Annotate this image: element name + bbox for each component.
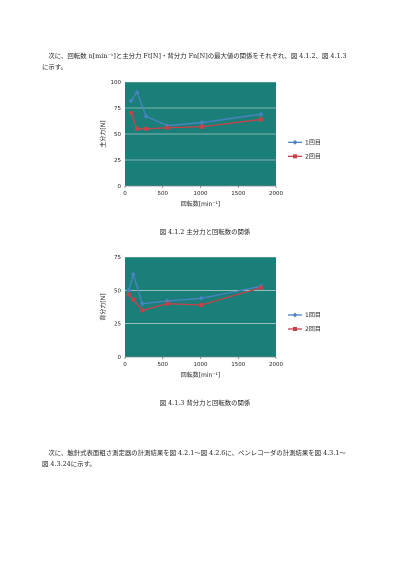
- chart2-series-2-point: [258, 285, 263, 290]
- chart2-ytick-label: 50: [114, 288, 121, 294]
- chart1-series-2-point: [165, 125, 170, 130]
- chart1-series-2-point: [129, 111, 134, 116]
- chart1-ytick-label: 100: [111, 80, 122, 86]
- chart2-series-1-point: [126, 287, 132, 293]
- chart1-ytick-label: 0: [118, 184, 122, 190]
- chart2-legend-label: 1回目: [305, 312, 321, 319]
- chart1-series-2-point: [200, 124, 205, 129]
- intro-line-1: 次に、回転数 n[min⁻¹]と主分力 Ft[N]・背分力 Fn[N]の最大値の…: [42, 52, 347, 60]
- chart1-xtick-label: 1500: [231, 191, 245, 197]
- chart2-legend-marker: [292, 312, 298, 318]
- chart1-legend-marker: [293, 154, 297, 159]
- intro-line-2: に示す。: [42, 62, 67, 71]
- chart2-xtick-label: 2000: [269, 362, 283, 368]
- chart2-ytick-label: 25: [114, 322, 121, 328]
- figure-caption-4-1-2: 図 4.1.2 主分力と回転数の関係: [159, 228, 251, 236]
- chart-back-force: 0 25 50 75 0 500 1000 1500 2000 回転数[min⁻¹] 背分力[N] 1…: [99, 255, 321, 379]
- chart1-series-1-point: [134, 90, 140, 95]
- chart2-series-1-point: [139, 301, 145, 307]
- chart2-series-2-point: [131, 297, 136, 302]
- chart1-series-1-point: [199, 120, 205, 125]
- chart2-series-1-point: [164, 298, 170, 304]
- chart2-series-2-point: [199, 303, 204, 307]
- chart2-y-axis-label: 背分力[N]: [99, 293, 107, 320]
- chart1-series-1-point: [164, 123, 170, 129]
- chart2-legend-label: 2回目: [305, 326, 321, 333]
- chart1-series-2-point: [144, 126, 149, 131]
- chart2-xtick-label: 500: [158, 362, 169, 368]
- intro-paragraph: 次に、回転数 n[min⁻¹]と主分力 Ft[N]・背分力 Fn[N]の最大値の…: [42, 51, 382, 72]
- chart2-series-2-point: [140, 308, 145, 313]
- figure-caption-4-1-3: 図 4.1.3 背分力と回転数の関係: [159, 399, 251, 407]
- chart2-xtick-label: 1500: [231, 362, 245, 368]
- chart2-series-1-point: [130, 271, 136, 277]
- chart1-series-2-line: [130, 112, 261, 130]
- chart1-series-1-point: [258, 111, 264, 117]
- chart1-xtick-label: 1000: [194, 191, 208, 197]
- closing-paragraph: 次に、触針式表面粗さ測定器の計測結果を図 4.2.1～図 4.2.6に、ペンレコ…: [42, 448, 382, 469]
- chart1-x-axis-label: 回転数[min⁻¹]: [181, 200, 221, 208]
- chart1-series-2-point: [135, 126, 140, 131]
- chart2-series-2-point: [165, 301, 170, 306]
- chart1-legend-label: 2回目: [305, 153, 321, 160]
- chart2-ytick-label: 0: [118, 355, 122, 361]
- chart1-ytick-label: 25: [114, 158, 121, 164]
- chart1-xtick-label: 500: [158, 191, 169, 197]
- chart1-ytick-label: 75: [114, 106, 121, 112]
- chart1-y-axis-label: 主分力[N]: [99, 120, 107, 147]
- chart1-series-1-point: [143, 113, 149, 119]
- chart1-xtick-label: 0: [123, 191, 127, 197]
- closing-line-2: 図 4.3.24に示す。: [42, 459, 96, 468]
- chart2-xtick-label: 1000: [194, 362, 208, 368]
- chart1-series-2-point: [258, 117, 263, 122]
- closing-line-1: 次に、触針式表面粗さ測定器の計測結果を図 4.2.1～図 4.2.6に、ペンレコ…: [42, 449, 346, 457]
- chart2-ytick-label: 75: [114, 255, 121, 261]
- chart2-xtick-label: 0: [123, 362, 127, 368]
- chart1-legend-label: 1回目: [305, 139, 321, 146]
- chart1-series-1-point: [128, 98, 134, 104]
- chart1-legend-marker: [292, 139, 298, 145]
- chart1-xtick-label: 2000: [269, 191, 283, 197]
- chart1-ytick-label: 50: [114, 132, 121, 138]
- chart2-legend-marker: [293, 327, 297, 331]
- chart2-x-axis-label: 回転数[min⁻¹]: [181, 371, 221, 379]
- chart2-series-1-point: [198, 295, 204, 301]
- chart2-series-2-point: [126, 292, 131, 297]
- chart2-series-1-line: [128, 272, 262, 305]
